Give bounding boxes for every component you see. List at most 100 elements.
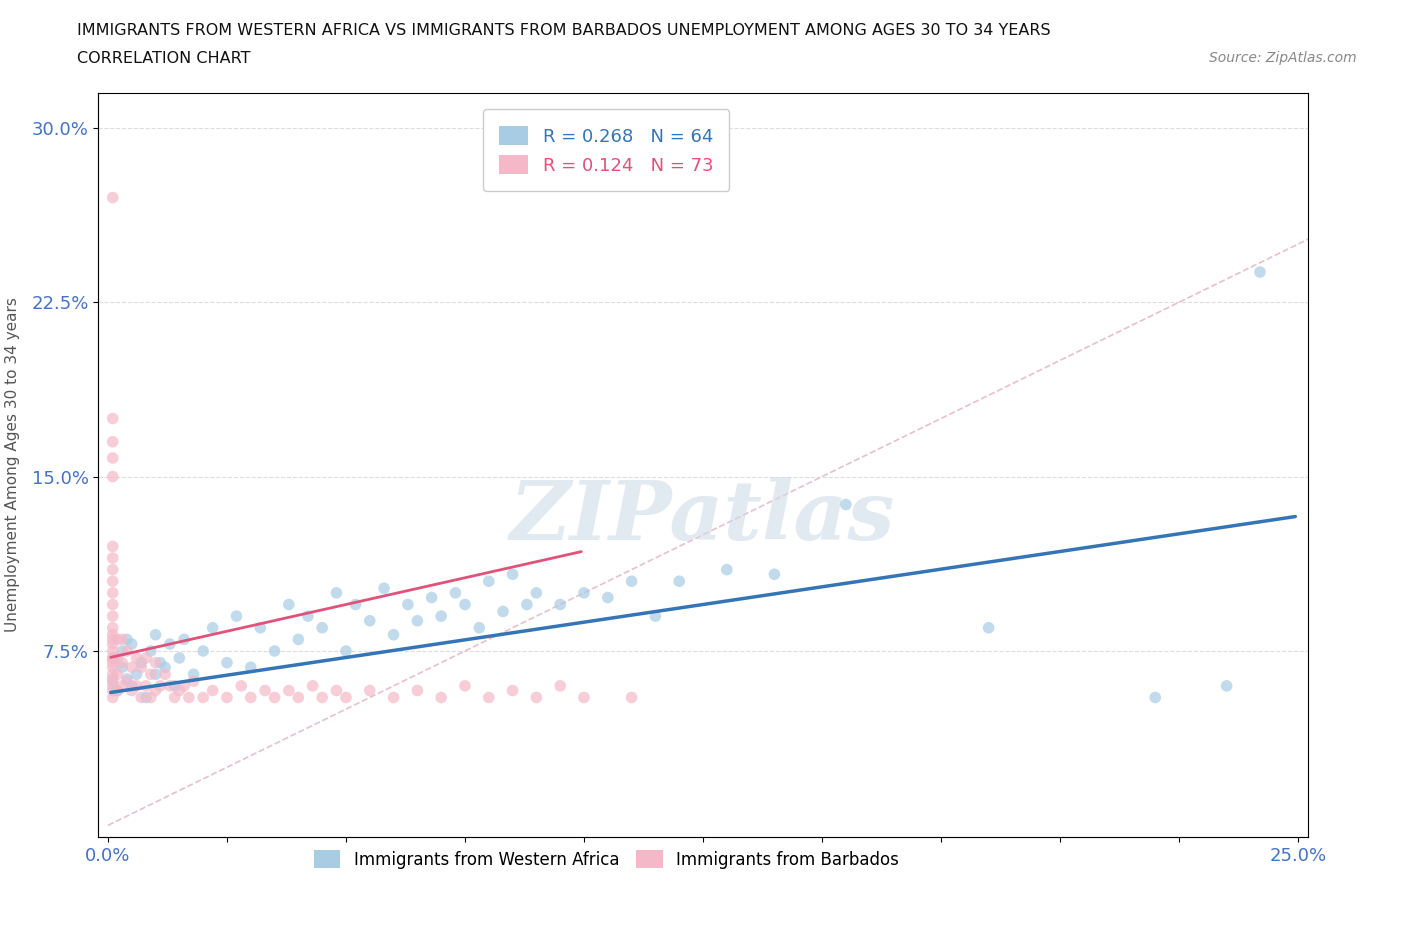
Point xyxy=(169,683,191,698)
Point xyxy=(111,679,134,694)
Point xyxy=(135,679,157,694)
Point xyxy=(173,632,195,647)
Point xyxy=(129,655,152,670)
Point xyxy=(115,673,138,688)
Point xyxy=(149,655,172,670)
Point xyxy=(478,690,501,705)
Point xyxy=(191,644,214,658)
Point xyxy=(145,655,167,670)
Point xyxy=(129,660,152,675)
Point xyxy=(101,586,124,601)
Point xyxy=(572,690,595,705)
Point xyxy=(139,667,162,682)
Point xyxy=(101,671,124,686)
Point xyxy=(101,191,124,206)
Point xyxy=(373,580,395,596)
Point xyxy=(325,586,347,601)
Point xyxy=(101,683,124,698)
Point xyxy=(977,620,1000,635)
Point xyxy=(215,690,238,705)
Point xyxy=(311,620,333,635)
Point xyxy=(177,690,200,705)
Point xyxy=(101,628,124,643)
Point xyxy=(107,683,129,698)
Point xyxy=(159,679,181,694)
Point xyxy=(249,620,271,635)
Point xyxy=(239,660,262,675)
Point xyxy=(492,604,515,619)
Point xyxy=(169,651,191,666)
Point xyxy=(344,597,367,612)
Point xyxy=(115,632,138,647)
Point xyxy=(149,679,172,694)
Point xyxy=(524,586,547,601)
Point xyxy=(111,632,134,647)
Point xyxy=(153,660,176,675)
Point xyxy=(301,679,323,694)
Text: CORRELATION CHART: CORRELATION CHART xyxy=(77,51,250,66)
Point xyxy=(111,655,134,670)
Point xyxy=(454,679,477,694)
Point xyxy=(277,683,299,698)
Point xyxy=(183,667,205,682)
Point xyxy=(135,651,157,666)
Point xyxy=(201,620,224,635)
Point xyxy=(444,586,467,601)
Point xyxy=(396,597,419,612)
Point xyxy=(254,683,277,698)
Y-axis label: Unemployment Among Ages 30 to 34 years: Unemployment Among Ages 30 to 34 years xyxy=(6,298,20,632)
Point xyxy=(406,614,429,629)
Point xyxy=(101,673,124,688)
Point xyxy=(101,651,124,666)
Point xyxy=(159,637,181,652)
Point xyxy=(135,690,157,705)
Point xyxy=(125,651,148,666)
Point xyxy=(125,679,148,694)
Point xyxy=(1215,679,1237,694)
Point xyxy=(524,690,547,705)
Point xyxy=(620,574,643,589)
Point xyxy=(107,651,129,666)
Point xyxy=(225,609,247,624)
Point xyxy=(107,667,129,682)
Point xyxy=(406,683,429,698)
Point xyxy=(153,667,176,682)
Point xyxy=(382,628,405,643)
Point xyxy=(107,683,129,698)
Point xyxy=(620,690,643,705)
Point xyxy=(163,679,186,694)
Point xyxy=(297,609,319,624)
Point xyxy=(835,497,858,512)
Point xyxy=(382,690,405,705)
Point xyxy=(125,667,148,682)
Point xyxy=(548,679,571,694)
Legend: Immigrants from Western Africa, Immigrants from Barbados: Immigrants from Western Africa, Immigran… xyxy=(305,842,907,877)
Point xyxy=(121,679,143,694)
Point xyxy=(101,620,124,635)
Point xyxy=(101,574,124,589)
Point xyxy=(163,690,186,705)
Point xyxy=(430,609,453,624)
Point xyxy=(115,671,138,686)
Point xyxy=(183,673,205,688)
Point xyxy=(335,690,357,705)
Point xyxy=(101,562,124,577)
Point xyxy=(101,597,124,612)
Point xyxy=(101,469,124,484)
Point xyxy=(454,597,477,612)
Point xyxy=(145,667,167,682)
Point xyxy=(502,683,524,698)
Point xyxy=(763,567,786,582)
Point xyxy=(101,660,124,675)
Point xyxy=(101,451,124,466)
Point xyxy=(111,660,134,675)
Point xyxy=(548,597,571,612)
Point xyxy=(139,690,162,705)
Point xyxy=(101,609,124,624)
Point xyxy=(277,597,299,612)
Point xyxy=(502,567,524,582)
Point xyxy=(468,620,491,635)
Point xyxy=(716,562,738,577)
Point xyxy=(101,655,124,670)
Point xyxy=(145,683,167,698)
